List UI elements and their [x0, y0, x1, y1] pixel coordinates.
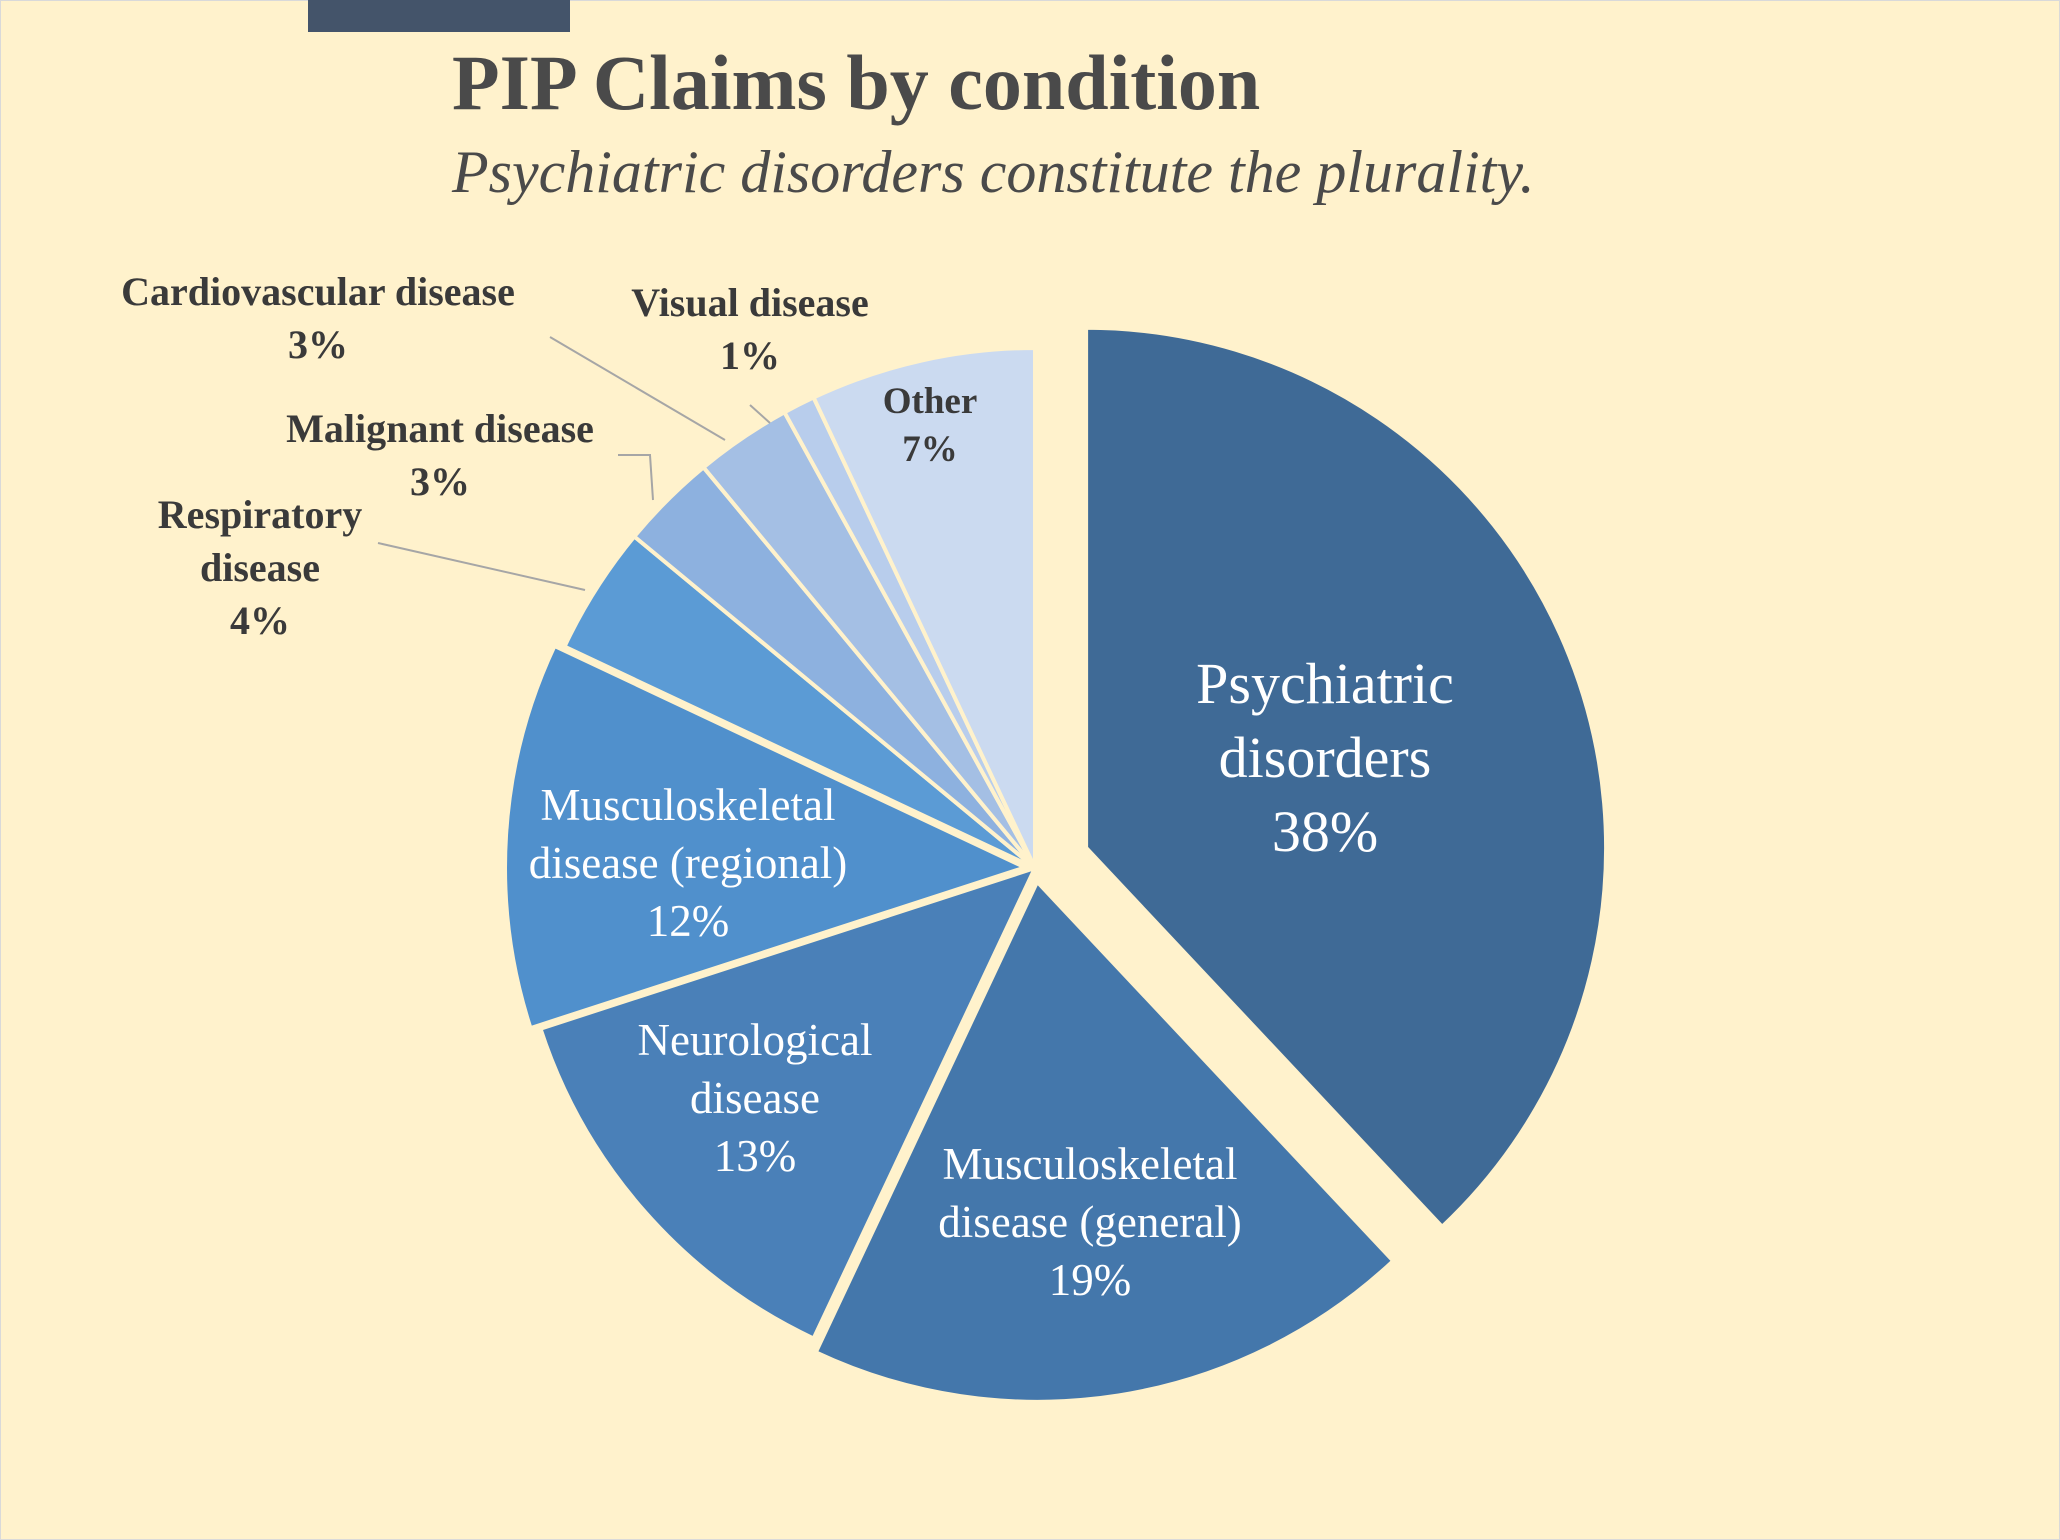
slice-label-malignant: Malignant disease 3% [286, 406, 594, 504]
slice-value-respiratory: 4% [230, 598, 290, 643]
slice-labels: Psychiatric disorders 38% Musculoskeletal di… [121, 269, 1454, 1305]
slice-label-visual: Visual disease 1% [631, 280, 868, 378]
slice-label-other: Other 7% [883, 381, 978, 470]
slice-label-cardiovascular: Cardiovascular disease 3% [121, 269, 515, 367]
slice-name-neurological: Neurological [638, 1015, 873, 1065]
accent-bar [308, 0, 570, 32]
slice-name-respiratory: disease [200, 545, 320, 590]
pie-slice-psychiatric [1084, 325, 1609, 1229]
slice-name-msk-general: disease (general) [938, 1197, 1242, 1247]
slice-label-msk-regional: Musculoskeletal disease (regional) 12% [529, 780, 848, 946]
slice-value-msk-regional: 12% [647, 896, 730, 946]
pie-slice-neurological [538, 866, 1037, 1341]
leader-line-respiratory [377, 542, 586, 591]
leader-line-malignant [618, 454, 654, 501]
leader-lines [377, 336, 771, 591]
leader-line-cardiovascular [549, 336, 726, 441]
slice-label-msk-general: Musculoskeletal disease (general) 19% [938, 1139, 1242, 1305]
slice-name-msk-regional: Musculoskeletal [541, 780, 836, 830]
slice-name-respiratory: Respiratory [158, 492, 362, 537]
slice-name-msk-general: Musculoskeletal [943, 1139, 1238, 1189]
chart-title: PIP Claims by condition [452, 39, 1261, 126]
slice-label-neurological: Neurological disease 13% [638, 1015, 873, 1181]
slice-name-other: Other [883, 381, 978, 422]
pie-slice-other [811, 346, 1037, 870]
slice-name-psychiatric: Psychiatric [1196, 651, 1454, 716]
slice-value-other: 7% [902, 429, 958, 470]
slice-name-malignant: Malignant disease [286, 406, 594, 451]
pie-slices [503, 325, 1609, 1404]
slice-value-psychiatric: 38% [1272, 799, 1378, 864]
slice-value-cardiovascular: 3% [288, 322, 348, 367]
slice-name-neurological: disease [690, 1073, 820, 1123]
slice-value-msk-general: 19% [1049, 1255, 1132, 1305]
slice-value-malignant: 3% [410, 459, 470, 504]
slice-name-visual: Visual disease [631, 280, 868, 325]
pie-slice-msk-general [813, 879, 1396, 1404]
leader-line-visual [749, 404, 771, 424]
slice-label-psychiatric: Psychiatric disorders 38% [1196, 651, 1454, 864]
slice-name-psychiatric: disorders [1219, 725, 1432, 790]
slice-name-cardiovascular: Cardiovascular disease [121, 269, 515, 314]
chart-subtitle: Psychiatric disorders constitute the plu… [452, 139, 1535, 205]
slice-value-visual: 1% [720, 333, 780, 378]
slice-name-msk-regional: disease (regional) [529, 838, 848, 888]
slice-label-respiratory: Respiratory disease 4% [158, 492, 362, 643]
slice-value-neurological: 13% [714, 1131, 797, 1181]
pie-slice-msk-regional [503, 644, 1027, 1031]
